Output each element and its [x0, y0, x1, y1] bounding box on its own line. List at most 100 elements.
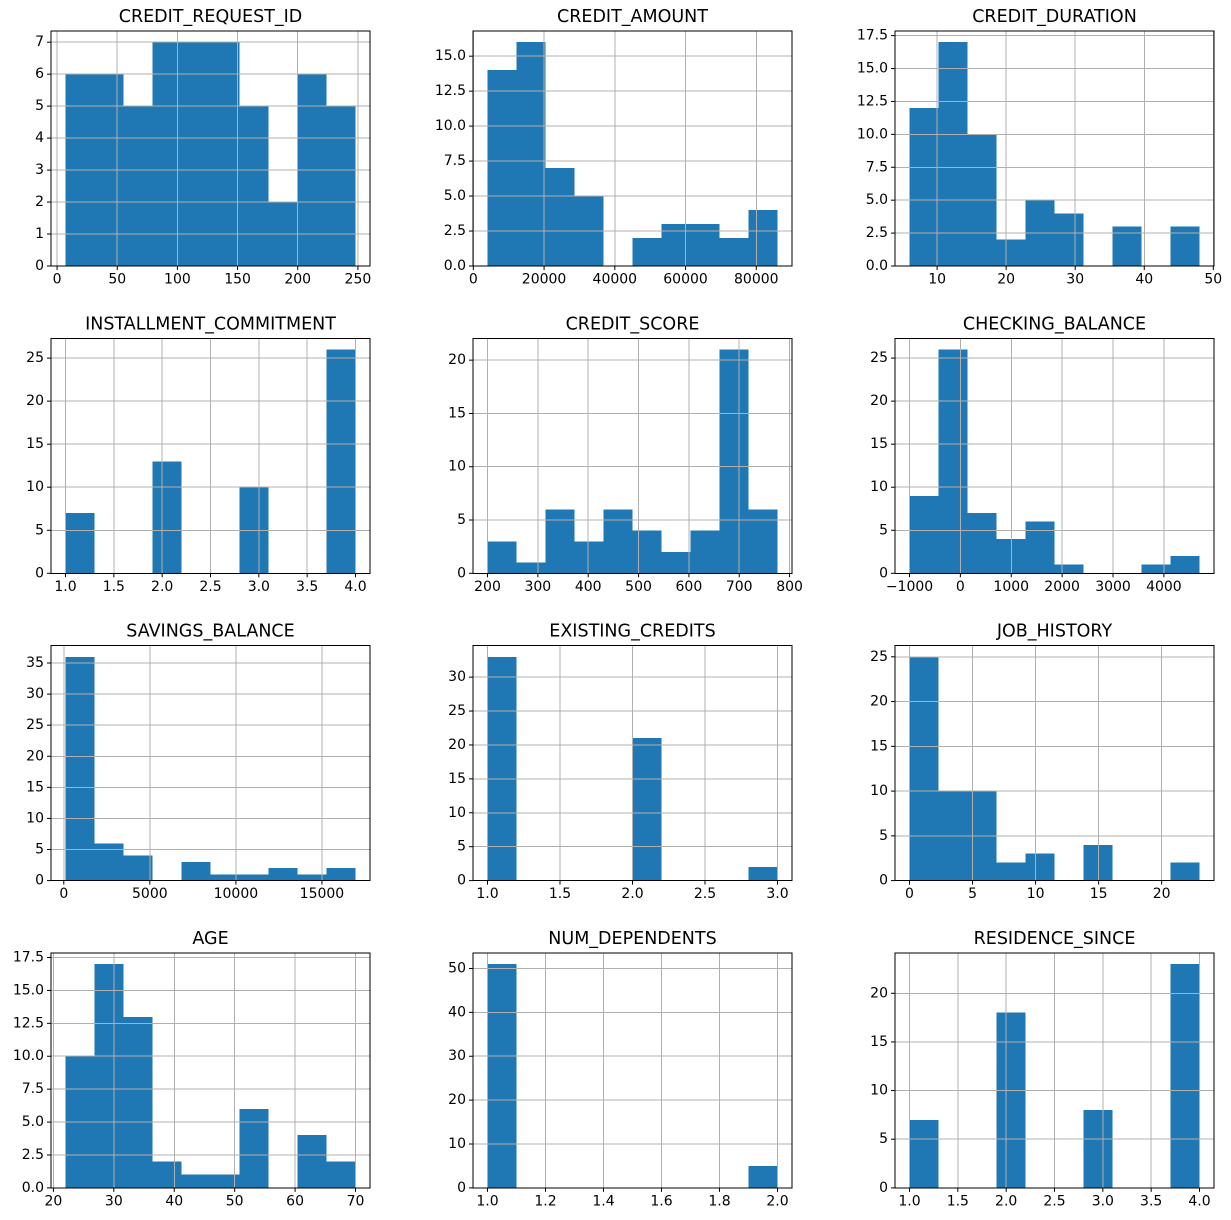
y-tick-label: 15.0 [857, 61, 888, 77]
y-tick-label: 5 [879, 828, 888, 844]
histogram-bar [748, 867, 778, 881]
x-tick-label: 1.0 [476, 1193, 498, 1209]
chart-title: NUM_DEPENDENTS [548, 929, 716, 949]
y-tick-label: 5.0 [444, 188, 466, 204]
histogram-bar [1170, 862, 1200, 881]
y-tick-label: 10.0 [435, 118, 466, 134]
x-tick-label: 2.0 [995, 1193, 1017, 1209]
histogram-bar [65, 656, 95, 881]
chart-title: EXISTING_CREDITS [549, 622, 715, 642]
x-tick-label: 40000 [593, 272, 638, 288]
y-tick-label: 5 [879, 522, 888, 538]
y-tick-label: 0 [457, 1180, 466, 1196]
x-tick-label: 250 [345, 272, 372, 288]
y-tick-label: 0 [457, 873, 466, 889]
histogram-bar [123, 106, 153, 267]
x-tick-label: 5 [968, 886, 977, 902]
subplot-savings_balance: 0 5000 10000 15000 0 5 10 15 20 25 30 35 SAVINGS_BAL… [26, 622, 371, 902]
histogram-bar [1025, 853, 1055, 881]
histogram-bar [239, 106, 269, 267]
x-tick-label: 800 [776, 579, 803, 595]
histogram-bar [181, 1174, 211, 1188]
x-tick-label: 500 [625, 579, 652, 595]
y-tick-label: 10 [870, 1083, 888, 1099]
histogram-bar [65, 513, 95, 574]
subplot-age: 20 30 40 50 60 70 0.0 2.5 5.0 7.5 10.0 12.5 15.0 17.5… [13, 929, 371, 1209]
y-tick-label: 0 [879, 873, 888, 889]
histogram-bar [268, 868, 298, 881]
y-tick-label: 5 [35, 522, 44, 538]
histogram-bar [516, 42, 546, 266]
axes-border [894, 30, 1215, 267]
histogram-bar [1141, 564, 1171, 574]
histogram-bar [1083, 844, 1113, 881]
histogram-bar [545, 509, 575, 574]
y-tick-label: 25 [26, 717, 44, 733]
subplot-credit_request_id: 0 50 100 150 200 250 0 1 2 3 4 5 6 7 CREDIT_REQUEST_ID [35, 7, 371, 288]
histogram-bar [719, 238, 749, 266]
chart-title: CREDIT_DURATION [972, 7, 1137, 27]
histogram-bar [152, 42, 182, 266]
chart-title: JOB_HISTORY [996, 622, 1113, 642]
y-tick-label: 7.5 [22, 1081, 44, 1097]
x-tick-label: 0 [905, 886, 914, 902]
x-tick-label: 1.0 [476, 886, 498, 902]
x-tick-label: 20 [1153, 886, 1171, 902]
histogram-bar [632, 238, 662, 266]
plot-area [51, 645, 370, 881]
y-tick-label: 7 [35, 34, 44, 50]
y-tick-label: 25 [448, 703, 466, 719]
chart-title: SAVINGS_BALANCE [126, 622, 294, 642]
histogram-bar [181, 42, 211, 266]
x-tick-label: 0 [469, 272, 478, 288]
y-tick-label: 10 [448, 1136, 466, 1152]
histogram-bar [719, 349, 749, 574]
y-tick-label: 10 [26, 810, 44, 826]
x-tick-label: 5000 [132, 886, 168, 902]
y-tick-label: 0.0 [444, 258, 466, 274]
histogram-bar [1170, 556, 1200, 574]
y-tick-label: 5.0 [866, 192, 888, 208]
y-tick-label: 6 [35, 66, 44, 82]
y-tick-label: 30 [448, 669, 466, 685]
x-tick-label: 1.0 [54, 579, 76, 595]
y-tick-label: 20 [870, 985, 888, 1001]
x-tick-label: 60 [286, 1193, 304, 1209]
plot-area [473, 952, 792, 1188]
x-tick-label: 1.8 [708, 1193, 730, 1209]
x-tick-label: 30 [1066, 272, 1084, 288]
histogram-bar [996, 862, 1026, 881]
subplot-residence_since: 1.0 1.5 2.0 2.5 3.0 3.5 4.0 0 5 10 15 20 RESIDENCE_S… [870, 929, 1215, 1209]
x-tick-label: 300 [524, 579, 551, 595]
y-tick-label: 10 [870, 479, 888, 495]
x-tick-label: 0 [956, 579, 965, 595]
axes-border [472, 30, 793, 267]
x-tick-label: 20000 [522, 272, 567, 288]
histogram-bar [210, 42, 240, 266]
chart-title: CREDIT_AMOUNT [557, 7, 708, 27]
y-tick-label: 0.0 [22, 1180, 44, 1196]
histogram-bar [1054, 213, 1084, 266]
y-tick-label: 20 [26, 748, 44, 764]
y-tick-label: 15 [448, 771, 466, 787]
x-tick-label: 10 [928, 272, 946, 288]
y-tick-label: 0 [879, 1180, 888, 1196]
x-tick-label: 1.5 [947, 1193, 969, 1209]
histogram-bar [487, 541, 517, 574]
histogram-bar [967, 513, 997, 574]
y-tick-label: 0 [35, 565, 44, 581]
x-tick-label: 3.5 [1140, 1193, 1162, 1209]
histogram-bar [748, 1165, 778, 1188]
y-tick-label: 0 [35, 258, 44, 274]
x-tick-label: 200 [474, 579, 501, 595]
y-tick-label: 5 [457, 512, 466, 528]
x-tick-label: 1000 [993, 579, 1029, 595]
histogram-bar [152, 1161, 182, 1188]
y-tick-label: 17.5 [857, 28, 888, 44]
histogram-bar [938, 349, 968, 574]
y-tick-label: 0.0 [866, 258, 888, 274]
histogram-bar [632, 530, 662, 574]
histogram-bar [152, 461, 182, 574]
axes-border [894, 337, 1215, 574]
y-tick-label: 50 [448, 960, 466, 976]
